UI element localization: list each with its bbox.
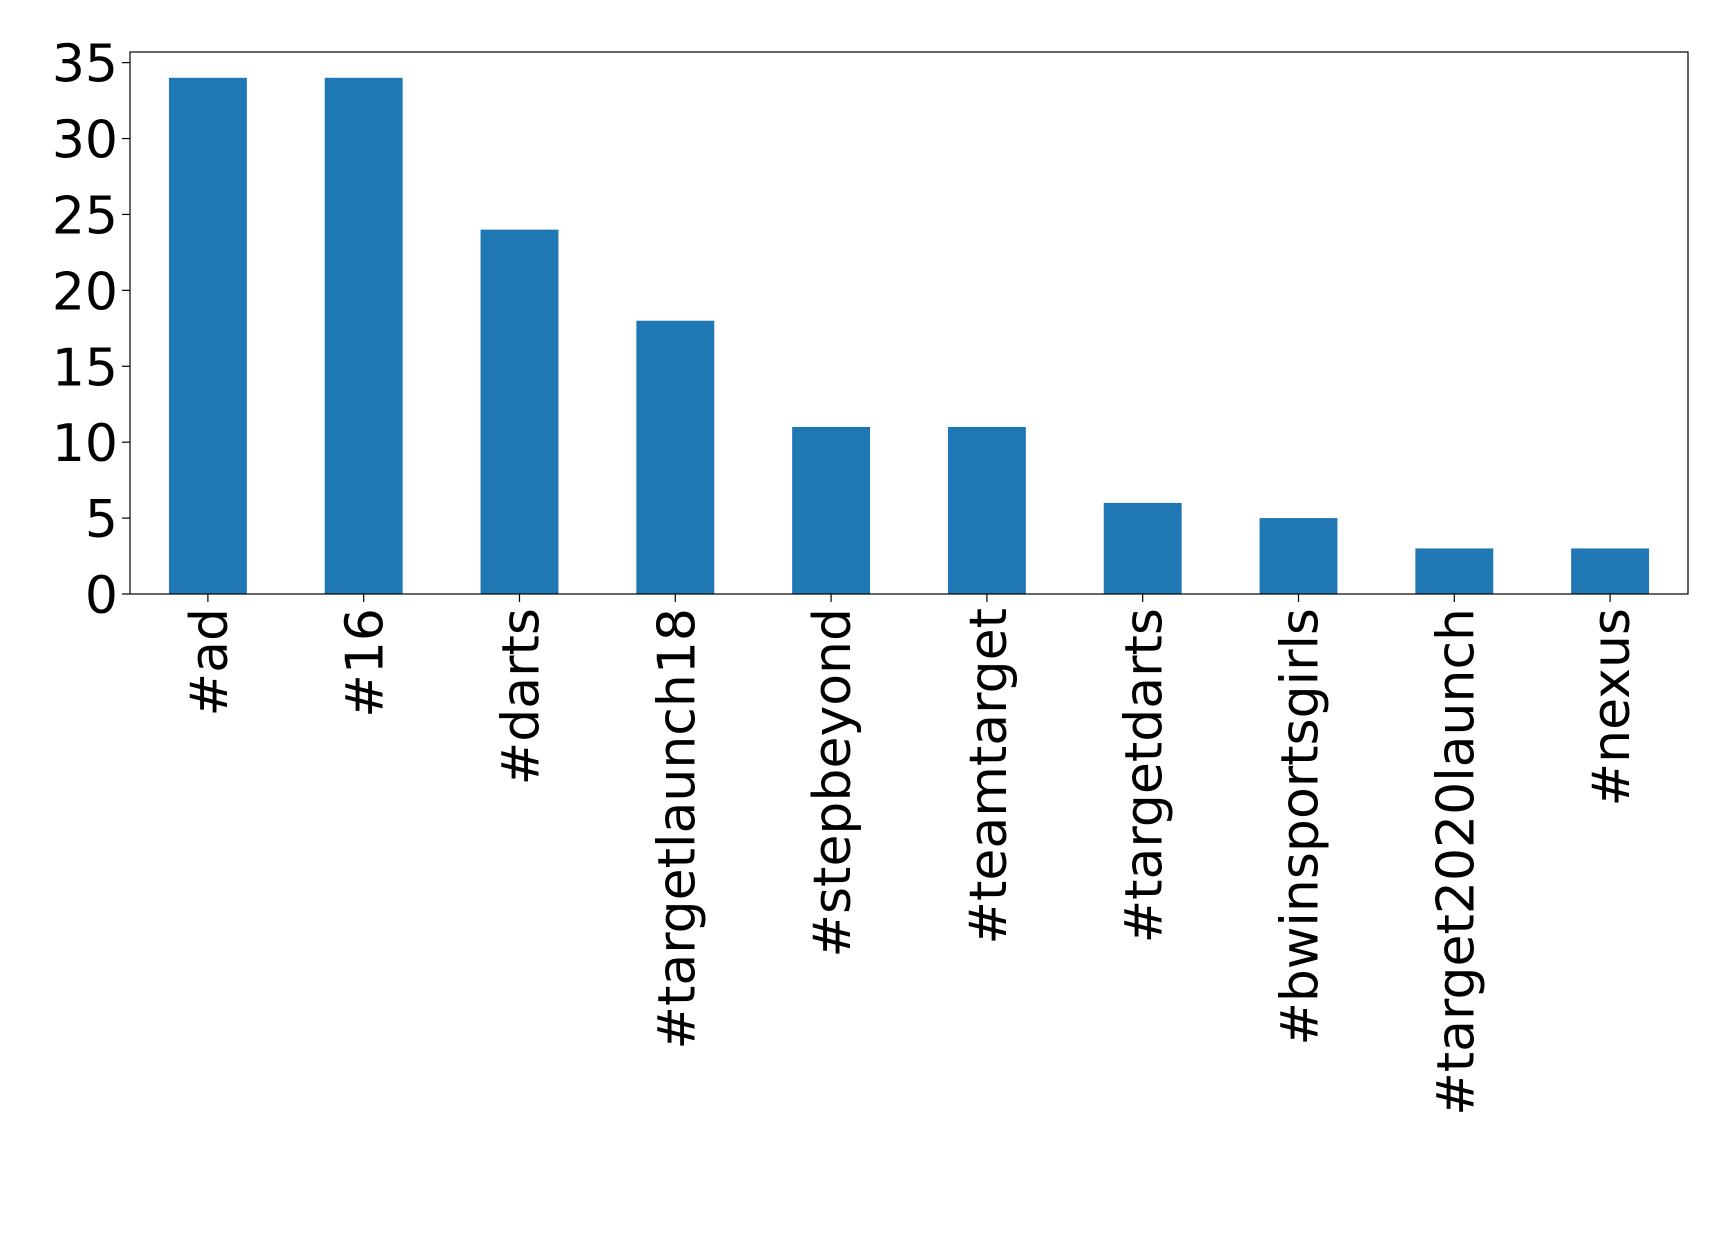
x-tick-label: #stepbeyond — [803, 608, 863, 958]
y-tick-label: 5 — [85, 490, 118, 550]
y-tick-label: 15 — [52, 338, 118, 398]
y-tick-label: 0 — [85, 566, 118, 626]
x-tick-label: #target2020launch — [1426, 608, 1486, 1116]
y-tick-label: 10 — [52, 414, 118, 474]
x-tick-label: #nexus — [1582, 608, 1642, 806]
bar — [792, 426, 871, 594]
y-tick-label: 30 — [52, 111, 118, 171]
x-tick-label: #targetlaunch18 — [647, 608, 707, 1050]
x-tick-label: #targetdarts — [1115, 608, 1175, 943]
x-tick-label: #darts — [492, 608, 552, 785]
plot-frame — [129, 51, 1689, 595]
bar — [324, 77, 403, 595]
x-tick-label: #ad — [180, 608, 240, 716]
bar — [1571, 548, 1650, 594]
y-tick-label: 35 — [52, 35, 118, 95]
bar — [1259, 518, 1338, 594]
bar — [1415, 548, 1494, 594]
bar — [947, 426, 1026, 594]
bar — [168, 77, 247, 595]
x-tick-label: #teamtarget — [959, 608, 1019, 945]
x-tick-label: #16 — [336, 608, 396, 718]
bar — [636, 320, 715, 594]
y-tick-label: 25 — [52, 186, 118, 246]
x-tick-label: #bwinsportsgirls — [1271, 608, 1331, 1046]
bar — [1103, 502, 1182, 594]
y-tick-label: 20 — [52, 262, 118, 322]
bar — [480, 229, 559, 594]
